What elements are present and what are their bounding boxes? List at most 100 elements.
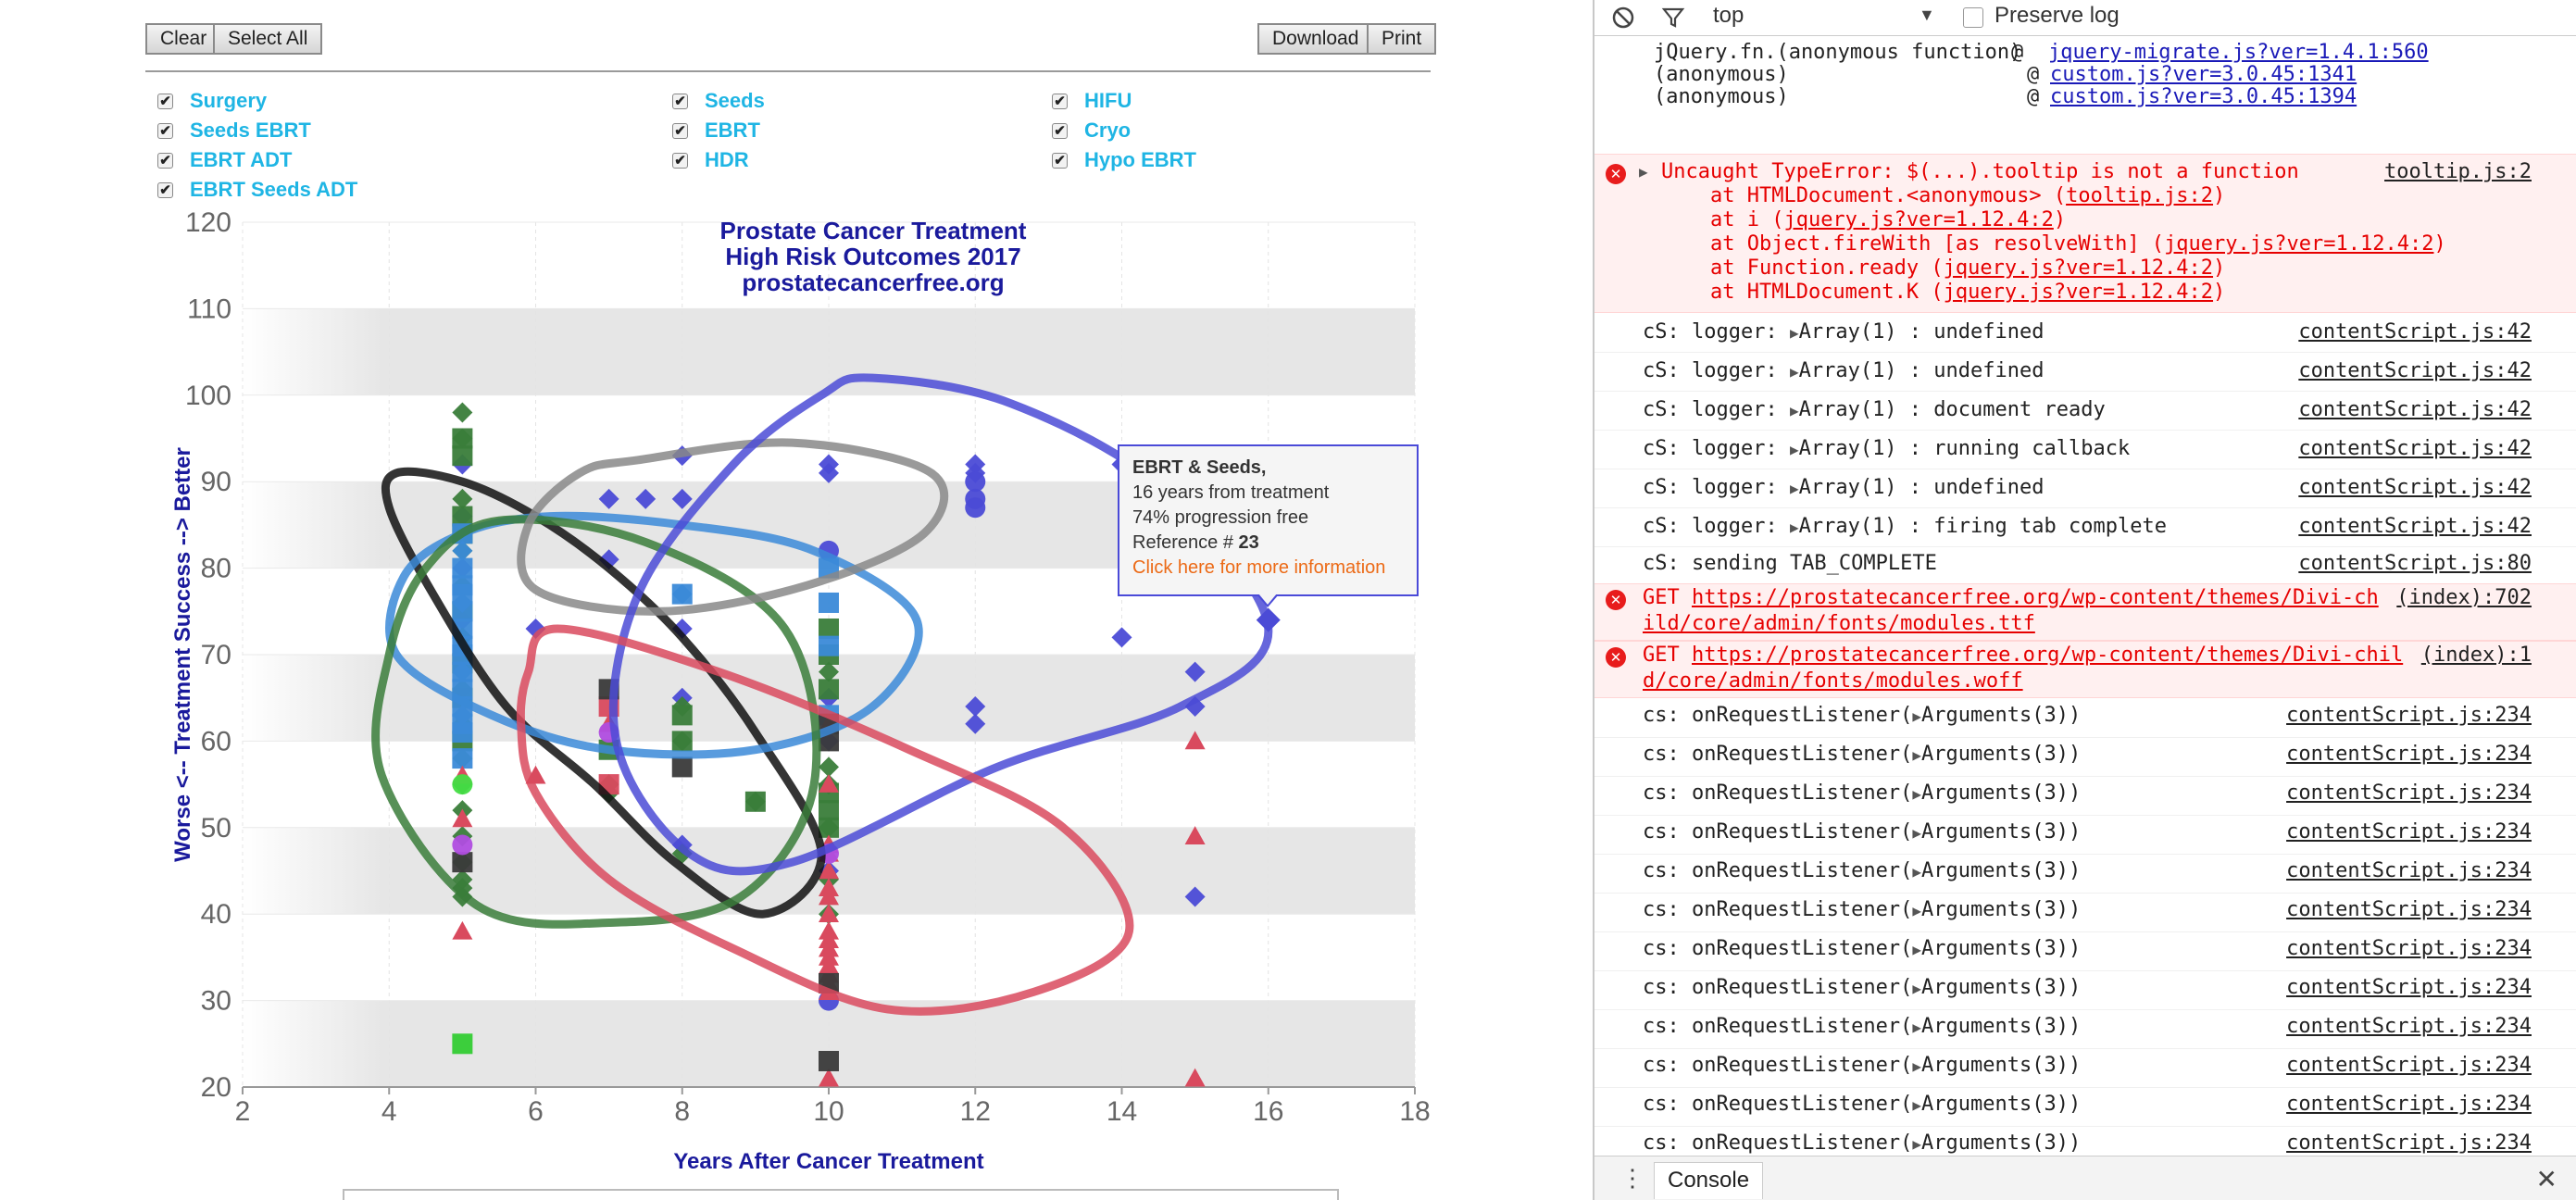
expand-triangle-icon[interactable]: ▶ xyxy=(1912,1019,1922,1036)
expand-triangle-icon[interactable]: ▶ xyxy=(1912,824,1922,842)
request-url-part[interactable]: d/core/admin/fonts/modules.woff xyxy=(1643,669,2023,693)
log-source-link[interactable]: contentScript.js:234 xyxy=(2286,937,2532,960)
expand-triangle-icon[interactable]: ▶ xyxy=(1789,441,1799,458)
legend-label[interactable]: EBRT Seeds ADT xyxy=(190,178,358,201)
legend-checkbox[interactable]: ✔ xyxy=(1052,152,1068,169)
stack-line-link[interactable]: jquery.js?ver=1.12.4:2 xyxy=(1943,256,2214,280)
expand-triangle-icon[interactable]: ▶ xyxy=(1789,480,1799,497)
log-array[interactable]: Array(1) xyxy=(1798,398,1897,421)
stack-line-link[interactable]: tooltip.js:2 xyxy=(2066,184,2214,207)
stack-frame-link[interactable]: custom.js?ver=3.0.45:1341 xyxy=(2050,63,2357,86)
stack-frame-link[interactable]: jquery-migrate.js?ver=1.4.1:560 xyxy=(2048,41,2429,64)
expand-triangle-icon[interactable]: ▶ xyxy=(1912,707,1922,725)
more-tools-icon[interactable]: ⋮ xyxy=(1620,1164,1644,1192)
close-drawer-icon[interactable]: ✕ xyxy=(2535,1165,2557,1194)
legend-checkbox[interactable]: ✔ xyxy=(672,122,688,139)
legend-item[interactable]: ✔ Seeds xyxy=(672,88,765,114)
listener-args[interactable]: Arguments(3) xyxy=(1921,937,2069,960)
stack-frame-link[interactable]: custom.js?ver=3.0.45:1394 xyxy=(2050,85,2357,108)
legend-label[interactable]: HDR xyxy=(705,148,749,171)
log-source-link[interactable]: contentScript.js:234 xyxy=(2286,820,2532,844)
legend-checkbox[interactable]: ✔ xyxy=(157,93,173,109)
chevron-down-icon[interactable]: ▼ xyxy=(1919,6,1935,24)
legend-checkbox[interactable]: ✔ xyxy=(672,152,688,169)
stack-line-link[interactable]: jquery.js?ver=1.12.4:2 xyxy=(1783,208,2054,231)
listener-args[interactable]: Arguments(3) xyxy=(1921,704,2069,727)
legend-label[interactable]: HIFU xyxy=(1084,89,1132,112)
log-source-link[interactable]: contentScript.js:42 xyxy=(2298,359,2532,382)
legend-label[interactable]: Cryo xyxy=(1084,119,1132,142)
legend-checkbox[interactable]: ✔ xyxy=(157,122,173,139)
download-button[interactable]: Download xyxy=(1257,23,1374,55)
legend-item[interactable]: ✔ EBRT xyxy=(672,118,760,144)
expand-triangle-icon[interactable]: ▶ xyxy=(1912,941,1922,958)
log-source-link[interactable]: contentScript.js:234 xyxy=(2286,859,2532,882)
log-source-link[interactable]: contentScript.js:234 xyxy=(2286,743,2532,766)
legend-label[interactable]: Seeds xyxy=(705,89,765,112)
log-source-link[interactable]: contentScript.js:234 xyxy=(2286,1093,2532,1116)
stack-line-link[interactable]: jquery.js?ver=1.12.4:2 xyxy=(2164,232,2434,256)
clear-button[interactable]: Clear xyxy=(145,23,222,55)
expand-triangle-icon[interactable]: ▶ xyxy=(1639,163,1648,181)
listener-args[interactable]: Arguments(3) xyxy=(1921,781,2069,805)
legend-item[interactable]: ✔ HDR xyxy=(672,147,749,173)
network-error-source[interactable]: (index):702 xyxy=(2396,586,2532,609)
log-array[interactable]: Array(1) xyxy=(1798,359,1897,382)
legend-label[interactable]: Hypo EBRT xyxy=(1084,148,1196,171)
expand-triangle-icon[interactable]: ▶ xyxy=(1789,402,1799,419)
network-error-source[interactable]: (index):1 xyxy=(2420,644,2532,667)
listener-args[interactable]: Arguments(3) xyxy=(1921,1093,2069,1116)
expand-triangle-icon[interactable]: ▶ xyxy=(1789,519,1799,536)
legend-label[interactable]: Seeds EBRT xyxy=(190,119,311,142)
preserve-log-checkbox[interactable] xyxy=(1963,7,1983,28)
expand-triangle-icon[interactable]: ▶ xyxy=(1912,863,1922,881)
listener-args[interactable]: Arguments(3) xyxy=(1921,859,2069,882)
listener-args[interactable]: Arguments(3) xyxy=(1921,898,2069,921)
legend-checkbox[interactable]: ✔ xyxy=(157,152,173,169)
tooltip-more-info-link[interactable]: Click here for more information xyxy=(1132,557,1386,578)
select-all-button[interactable]: Select All xyxy=(213,23,323,55)
legend-item[interactable]: ✔ Cryo xyxy=(1052,118,1131,144)
log-source-link[interactable]: contentScript.js:42 xyxy=(2298,437,2532,460)
print-button[interactable]: Print xyxy=(1367,23,1437,55)
legend-item[interactable]: ✔ EBRT Seeds ADT xyxy=(157,177,357,203)
legend-item[interactable]: ✔ Surgery xyxy=(157,88,267,114)
listener-args[interactable]: Arguments(3) xyxy=(1921,1015,2069,1038)
legend-label[interactable]: EBRT ADT xyxy=(190,148,293,171)
legend-checkbox[interactable]: ✔ xyxy=(157,181,173,198)
legend-checkbox[interactable]: ✔ xyxy=(1052,93,1068,109)
listener-args[interactable]: Arguments(3) xyxy=(1921,820,2069,844)
log-array[interactable]: Array(1) xyxy=(1798,437,1897,460)
log-source-link[interactable]: contentScript.js:234 xyxy=(2286,898,2532,921)
tab-console[interactable]: Console xyxy=(1654,1162,1764,1199)
log-source-link[interactable]: contentScript.js:234 xyxy=(2286,1054,2532,1077)
log-source-link[interactable]: contentScript.js:42 xyxy=(2298,515,2532,538)
request-url-part[interactable]: ild/core/admin/fonts/modules.ttf xyxy=(1643,612,2035,635)
log-source-link[interactable]: contentScript.js:234 xyxy=(2286,1131,2532,1155)
legend-item[interactable]: ✔ Seeds EBRT xyxy=(157,118,311,144)
expand-triangle-icon[interactable]: ▶ xyxy=(1912,1057,1922,1075)
log-source-link[interactable]: contentScript.js:234 xyxy=(2286,976,2532,999)
legend-item[interactable]: ✔ Hypo EBRT xyxy=(1052,147,1196,173)
legend-checkbox[interactable]: ✔ xyxy=(1052,122,1068,139)
error-source-link[interactable]: tooltip.js:2 xyxy=(2384,160,2532,183)
log-source-link[interactable]: contentScript.js:42 xyxy=(2298,320,2532,344)
log-source-link[interactable]: contentScript.js:42 xyxy=(2298,476,2532,499)
listener-args[interactable]: Arguments(3) xyxy=(1921,743,2069,766)
legend-item[interactable]: ✔ EBRT ADT xyxy=(157,147,292,173)
log-source-link[interactable]: contentScript.js:80 xyxy=(2298,552,2532,575)
legend-label[interactable]: EBRT xyxy=(705,119,760,142)
legend-item[interactable]: ✔ HIFU xyxy=(1052,88,1132,114)
expand-triangle-icon[interactable]: ▶ xyxy=(1912,902,1922,919)
request-url-part[interactable]: https://prostatecancerfree.org/wp-conten… xyxy=(1691,586,2379,609)
expand-triangle-icon[interactable]: ▶ xyxy=(1789,324,1799,342)
expand-triangle-icon[interactable]: ▶ xyxy=(1912,746,1922,764)
expand-triangle-icon[interactable]: ▶ xyxy=(1789,363,1799,381)
legend-checkbox[interactable]: ✔ xyxy=(672,93,688,109)
legend-label[interactable]: Surgery xyxy=(190,89,268,112)
log-array[interactable]: Array(1) xyxy=(1798,476,1897,499)
listener-args[interactable]: Arguments(3) xyxy=(1921,976,2069,999)
request-url-part[interactable]: https://prostatecancerfree.org/wp-conten… xyxy=(1691,644,2404,667)
log-source-link[interactable]: contentScript.js:234 xyxy=(2286,781,2532,805)
expand-triangle-icon[interactable]: ▶ xyxy=(1912,980,1922,997)
